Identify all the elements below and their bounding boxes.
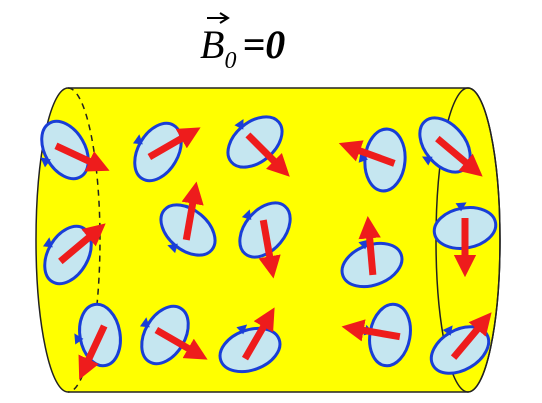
title: B0=0 (200, 22, 285, 74)
field-relation: =0 (242, 22, 285, 67)
spin-vector (369, 227, 373, 275)
field-symbol: B (200, 22, 224, 67)
field-subscript: 0 (224, 48, 236, 74)
diagram: B0=0 (0, 0, 542, 403)
